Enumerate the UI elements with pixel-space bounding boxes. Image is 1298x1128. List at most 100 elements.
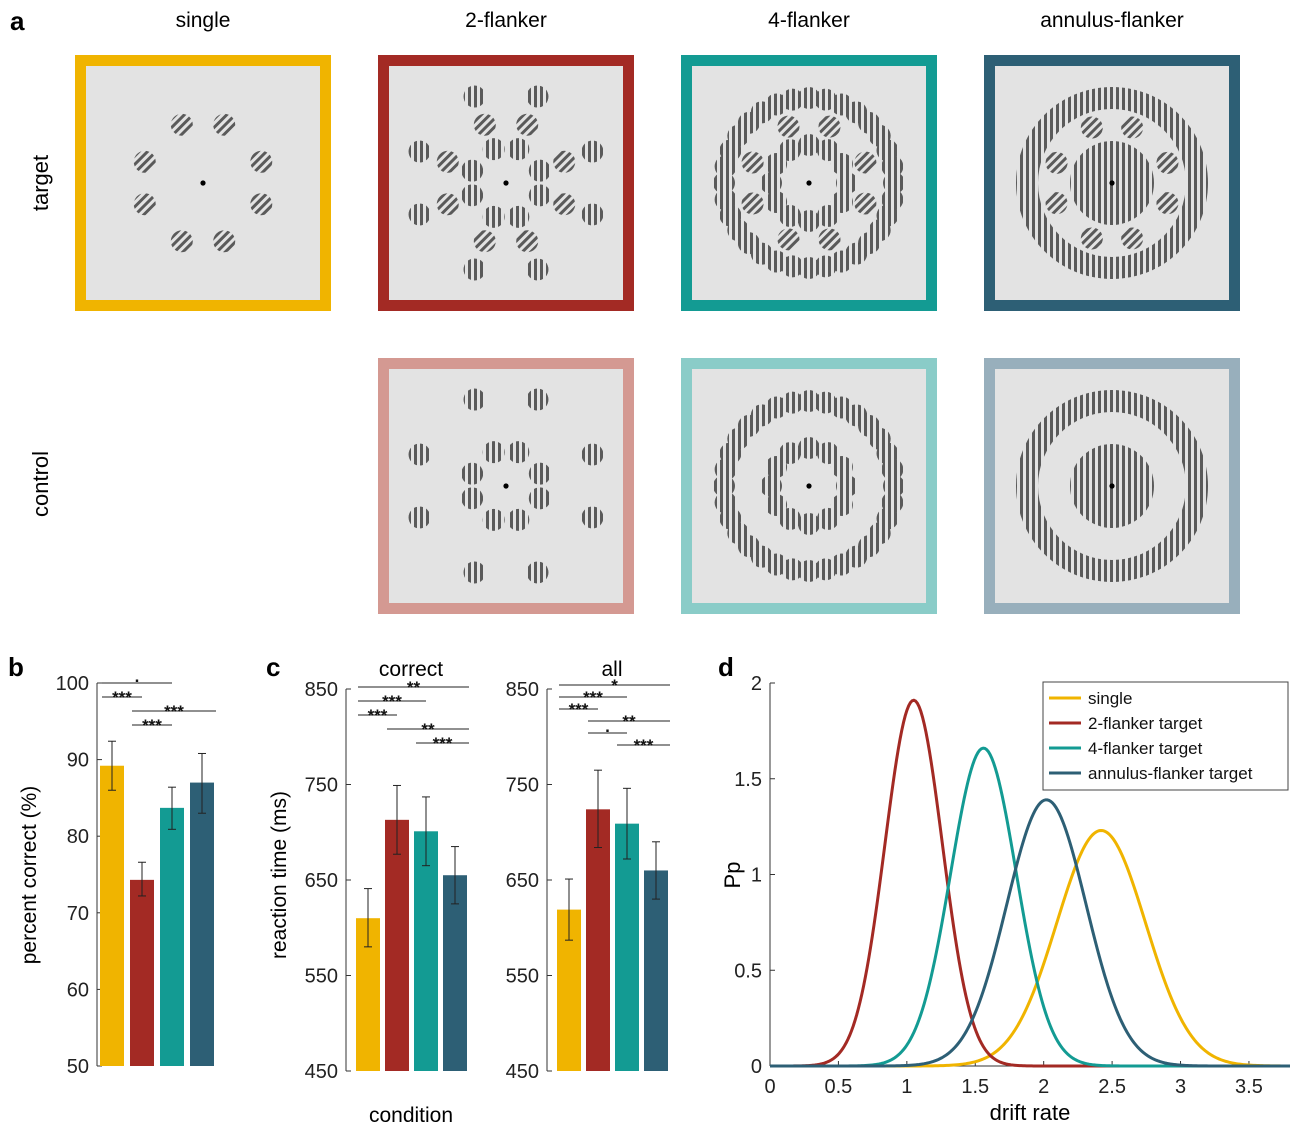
y-tick-label: 100 bbox=[56, 673, 89, 695]
x-tick-label: 2 bbox=[1038, 1076, 1049, 1098]
panel-b-label: b bbox=[8, 652, 24, 682]
bar-single bbox=[100, 765, 124, 1066]
flanker-patch bbox=[798, 437, 820, 459]
grating-patch bbox=[408, 443, 431, 466]
significance-label: ** bbox=[421, 720, 435, 739]
grating-patch bbox=[408, 140, 431, 163]
grating-patch bbox=[461, 184, 484, 207]
grating-patch bbox=[526, 258, 549, 281]
grating-patch bbox=[526, 85, 549, 108]
x-tick-label: 0 bbox=[764, 1076, 775, 1098]
bar-4-flanker-target bbox=[414, 831, 438, 1071]
row-label-target: target bbox=[28, 155, 53, 211]
grating-patch bbox=[581, 140, 604, 163]
target-patch bbox=[818, 228, 841, 251]
panel-a: a single 2-flanker 4-flanker annulus-fla… bbox=[10, 6, 1240, 614]
target-patch bbox=[777, 115, 800, 138]
significance-label: *** bbox=[142, 716, 162, 735]
significance-label: . bbox=[605, 717, 610, 736]
chart-d-legend: single 2-flanker target 4-flanker target an… bbox=[1042, 681, 1289, 791]
significance-label: *** bbox=[634, 736, 654, 755]
column-title-4-flanker: 4-flanker bbox=[768, 9, 850, 32]
x-tick-label: 0.5 bbox=[825, 1076, 853, 1098]
flanker-patch bbox=[883, 475, 905, 497]
grating-patch bbox=[581, 443, 604, 466]
panel-c-label: c bbox=[266, 652, 280, 682]
target-patch bbox=[170, 113, 193, 136]
panel-d-xlabel: drift rate bbox=[990, 1100, 1071, 1125]
bar-annulus-flanker-target bbox=[190, 782, 214, 1066]
flanker-patch bbox=[817, 139, 839, 162]
y-tick-label: 750 bbox=[305, 775, 338, 797]
significance-label: *** bbox=[583, 688, 603, 707]
curve-annulus-flanker-target bbox=[770, 798, 1290, 1068]
grating-patch bbox=[482, 508, 505, 531]
grating-patch bbox=[528, 487, 551, 510]
x-tick-label: 3 bbox=[1175, 1076, 1186, 1098]
stimulus-4-flanker-control bbox=[681, 358, 937, 614]
fixation-dot bbox=[1109, 483, 1115, 489]
grating-patch bbox=[526, 388, 549, 411]
panel-c-xlabel: condition bbox=[369, 1104, 453, 1127]
flanker-patch bbox=[883, 172, 905, 194]
chart-d: 0 0.5 1 1.5 2 0 0.5 1 1.5 2 2.5 3 3.5 bbox=[734, 673, 1290, 1098]
flanker-patch bbox=[713, 172, 735, 194]
target-patch bbox=[1156, 192, 1179, 215]
x-tick-label: 3.5 bbox=[1235, 1076, 1263, 1098]
target-patch bbox=[473, 113, 496, 136]
grating-patch bbox=[463, 258, 486, 281]
bar-2-flanker-target bbox=[385, 819, 409, 1071]
flanker-patch bbox=[714, 188, 737, 211]
target-patch bbox=[516, 230, 539, 253]
target-patch bbox=[516, 113, 539, 136]
target-patch bbox=[1045, 192, 1068, 215]
target-patch bbox=[1121, 116, 1144, 139]
y-tick-label: 550 bbox=[506, 966, 539, 988]
significance-label: ** bbox=[407, 678, 421, 697]
stimulus-single-target bbox=[75, 55, 331, 311]
flanker-patch bbox=[713, 475, 735, 497]
y-tick-label: 0.5 bbox=[734, 960, 762, 982]
bar-2-flanker-target bbox=[586, 809, 610, 1071]
flanker-patch bbox=[798, 87, 820, 109]
flanker-patch bbox=[830, 153, 853, 175]
target-patch bbox=[133, 193, 156, 216]
flanker-patch bbox=[779, 507, 801, 530]
grating-patch bbox=[408, 506, 431, 529]
stimulus-2-flanker-target bbox=[378, 55, 634, 311]
flanker-patch bbox=[817, 204, 839, 227]
target-patch bbox=[741, 151, 764, 174]
significance-label: . bbox=[135, 667, 140, 686]
flanker-patch bbox=[779, 139, 801, 162]
target-patch bbox=[777, 228, 800, 251]
target-patch bbox=[1121, 227, 1144, 250]
grating-patch bbox=[526, 561, 549, 584]
stimulus-annulus-flanker-control bbox=[984, 358, 1240, 614]
grating-patch bbox=[463, 388, 486, 411]
target-patch bbox=[170, 230, 193, 253]
curve-4-flanker-target bbox=[770, 746, 1290, 1068]
grating-patch bbox=[507, 138, 530, 161]
flanker-patch bbox=[798, 210, 820, 232]
stimulus-frame bbox=[75, 55, 331, 311]
flanker-patch bbox=[765, 494, 788, 516]
significance-label: * bbox=[611, 676, 618, 695]
panel-d-ylabel: Pp bbox=[720, 862, 745, 889]
panel-c-title-all: all bbox=[601, 658, 622, 681]
legend-label: single bbox=[1088, 689, 1132, 708]
grating-patch bbox=[463, 561, 486, 584]
y-tick-label: 750 bbox=[506, 775, 539, 797]
target-patch bbox=[133, 150, 156, 173]
x-tick-label: 2.5 bbox=[1098, 1076, 1126, 1098]
flanker-patch bbox=[765, 191, 788, 213]
flanker-patch bbox=[798, 390, 820, 412]
flanker-patch bbox=[830, 456, 853, 478]
panel-c-title-correct: correct bbox=[379, 658, 443, 681]
y-tick-label: 850 bbox=[506, 679, 539, 701]
target-patch bbox=[818, 115, 841, 138]
y-tick-label: 550 bbox=[305, 966, 338, 988]
y-tick-label: 0 bbox=[751, 1056, 762, 1078]
panel-d: d Pp drift rate 0 0.5 1 1.5 2 0 0.5 1 1.5 2 2.5 3 3.… bbox=[718, 652, 1290, 1125]
